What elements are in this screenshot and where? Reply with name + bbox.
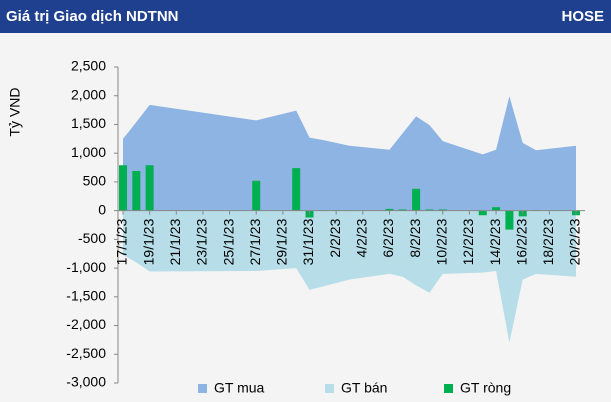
- x-tick-label: 2/2/23: [327, 218, 343, 257]
- chart-title: Giá trị Giao dịch NDTNN: [6, 8, 179, 25]
- x-tick-label: 16/2/23: [513, 218, 529, 265]
- x-tick-label: 17/1/23: [114, 218, 130, 265]
- x-tick-label: 8/2/23: [407, 218, 423, 257]
- x-tick-label: 12/2/23: [460, 218, 476, 265]
- bar: [145, 165, 154, 211]
- x-tick-label: 19/1/23: [140, 218, 156, 265]
- bar: [412, 188, 421, 211]
- legend-swatch: [325, 384, 334, 393]
- y-tick-label: -1,500: [66, 288, 106, 304]
- y-tick-label: 1,000: [71, 144, 106, 160]
- y-tick-label: -2,500: [66, 345, 106, 361]
- x-tick-label: 27/1/23: [247, 218, 263, 265]
- y-tick-label: -500: [78, 230, 106, 246]
- y-tick-label: 500: [83, 173, 107, 189]
- header-bar: [0, 0, 611, 33]
- area: [123, 96, 576, 211]
- exchange-label: HOSE: [561, 8, 604, 25]
- x-tick-label: 20/2/23: [567, 218, 583, 265]
- bar: [398, 209, 407, 211]
- x-tick-label: 10/2/23: [433, 218, 449, 265]
- y-tick-label: 1,500: [71, 115, 106, 131]
- x-tick-label: 21/1/23: [167, 218, 183, 265]
- legend-label: GT bán: [341, 380, 387, 396]
- y-tick-label: -2,000: [66, 316, 106, 332]
- legend-swatch: [444, 384, 453, 393]
- x-tick-label: 4/2/23: [354, 218, 370, 257]
- bar: [492, 207, 501, 211]
- y-tick-label: 2,000: [71, 86, 106, 102]
- bar: [119, 165, 127, 211]
- area: [123, 210, 576, 343]
- x-tick-label: 18/2/23: [540, 218, 556, 265]
- bar: [252, 180, 261, 211]
- bar: [505, 210, 514, 230]
- y-tick-label: 2,500: [71, 58, 106, 74]
- x-tick-label: 31/1/23: [300, 218, 316, 265]
- x-tick-label: 6/2/23: [380, 218, 396, 257]
- y-tick-label: -1,000: [66, 259, 106, 275]
- legend-label: GT mua: [214, 380, 265, 396]
- y-tick-label: 0: [98, 201, 106, 217]
- x-tick-label: 29/1/23: [274, 218, 290, 265]
- bar: [425, 209, 434, 211]
- x-tick-label: 14/2/23: [487, 218, 503, 265]
- y-axis-label: Tỷ VND: [7, 88, 23, 137]
- legend-label: GT ròng: [460, 380, 511, 396]
- legend-swatch: [198, 384, 207, 393]
- bar: [478, 210, 487, 216]
- y-tick-label: -3,000: [66, 374, 106, 390]
- bar: [292, 168, 301, 211]
- bar: [385, 208, 394, 211]
- bar: [132, 170, 141, 211]
- x-tick-label: 23/1/23: [194, 218, 210, 265]
- x-tick-label: 25/1/23: [220, 218, 236, 265]
- bar: [438, 209, 447, 211]
